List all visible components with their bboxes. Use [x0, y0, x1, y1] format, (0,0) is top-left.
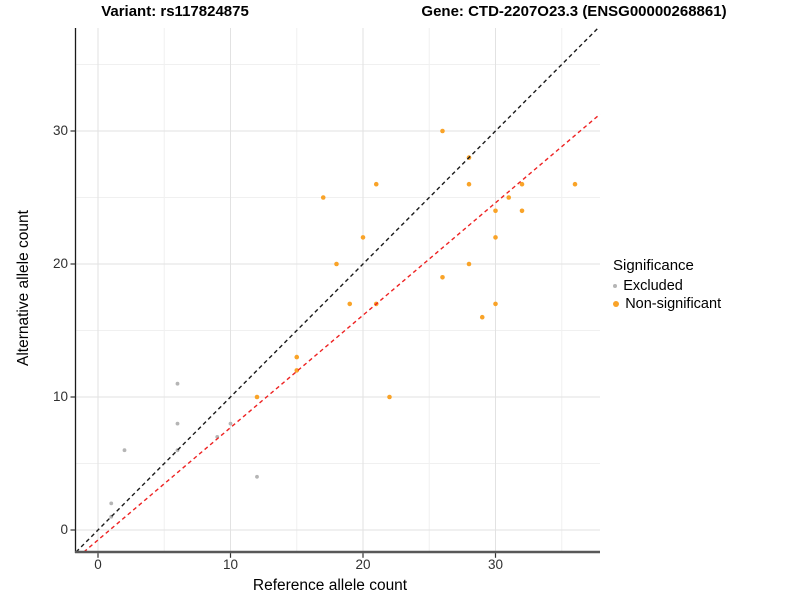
x-tick-label: 20: [355, 557, 371, 572]
data-point-non-significant: [387, 394, 392, 400]
data-point-non-significant: [294, 368, 300, 373]
x-tick-label: 10: [222, 557, 239, 572]
data-point-non-significant: [493, 235, 498, 240]
plot-title-variant: Variant: rs117824875: [101, 3, 249, 20]
legend-item-excluded: Excluded: [613, 277, 721, 295]
y-tick-label: 10: [52, 389, 68, 404]
data-point-non-significant: [466, 181, 472, 187]
data-point-excluded: [255, 474, 259, 479]
data-point-non-significant: [506, 195, 512, 200]
data-point-non-significant: [479, 314, 485, 320]
data-point-non-significant: [320, 195, 326, 200]
x-axis-title: Reference allele count: [252, 577, 408, 594]
legend-item-label: Excluded: [623, 278, 683, 294]
data-point-non-significant: [519, 208, 525, 214]
data-point-non-significant: [334, 261, 339, 267]
data-point-non-significant: [493, 301, 498, 307]
x-tick-label: 0: [94, 557, 102, 572]
y-tick-label: 0: [60, 522, 68, 537]
legend-item-label: Non-significant: [625, 296, 722, 312]
identity-line: [75, 27, 599, 553]
data-point-non-significant: [373, 181, 379, 187]
data-point-non-significant: [493, 208, 498, 214]
data-point-non-significant: [519, 181, 525, 187]
data-point-non-significant: [294, 354, 300, 360]
data-point-non-significant: [360, 235, 366, 240]
data-point-non-significant: [466, 261, 472, 267]
plot-title-gene: Gene: CTD-2207O23.3 (ENSG00000268861): [421, 3, 727, 20]
data-point-non-significant: [347, 301, 353, 307]
excluded-swatch-icon: [613, 283, 618, 289]
y-tick-label: 20: [52, 256, 68, 271]
data-point-non-significant: [440, 128, 445, 134]
legend-item-non-significant: Non-significant: [613, 295, 721, 313]
data-point-excluded: [109, 501, 114, 506]
data-point-excluded: [228, 421, 233, 426]
x-tick-label: 30: [487, 557, 504, 572]
data-point-non-significant: [572, 181, 578, 187]
legend-title: Significance: [613, 257, 694, 274]
fit-line: [83, 113, 601, 553]
data-point-non-significant: [440, 275, 445, 280]
data-point-excluded: [175, 381, 180, 386]
data-point-excluded: [122, 448, 127, 453]
non-significant-swatch-icon: [613, 300, 620, 308]
data-point-excluded: [175, 421, 180, 426]
y-tick-label: 30: [52, 123, 68, 138]
data-point-non-significant: [254, 394, 260, 400]
y-axis-title: Alternative allele count: [15, 210, 32, 366]
legend: Significance Excluded Non-significant: [613, 257, 721, 313]
